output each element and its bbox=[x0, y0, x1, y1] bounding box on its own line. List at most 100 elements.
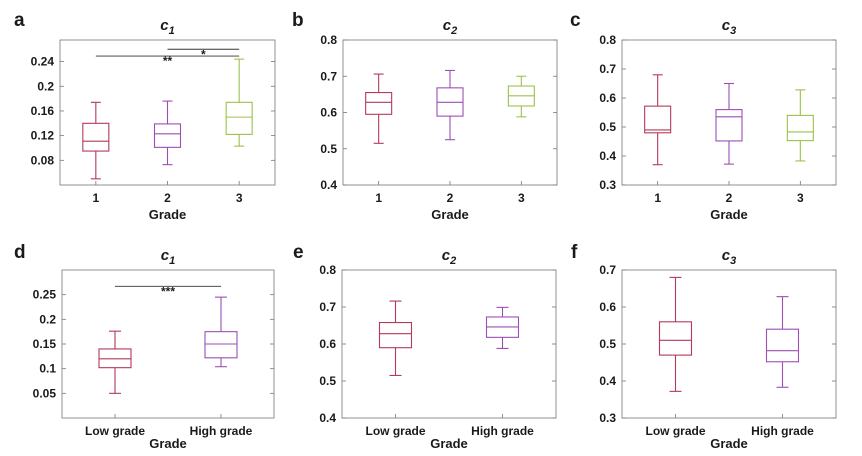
box-3 bbox=[786, 89, 814, 162]
panel-e: e c2 0.4 0.5 0.6 0.7 0.8 Low grade High gradeGra… bbox=[293, 242, 557, 451]
x-tick-label: 2 bbox=[726, 191, 733, 205]
panel-letter: b bbox=[292, 10, 304, 31]
x-axis-label: Grade bbox=[149, 436, 187, 451]
title-main: c bbox=[722, 17, 731, 34]
x-tick-label: 3 bbox=[518, 191, 525, 205]
y-tick-label: 0.5 bbox=[319, 374, 336, 388]
title-main: c bbox=[160, 17, 169, 34]
box-3 bbox=[225, 58, 253, 147]
panel-d: d c1 0.05 0.1 0.15 0.2 0.25 Low grade High grade… bbox=[14, 242, 275, 451]
x-tick-label: High grade bbox=[471, 424, 534, 438]
title-subscript: 3 bbox=[730, 255, 736, 267]
x-axis-label: Grade bbox=[710, 436, 748, 451]
box-iqr bbox=[204, 331, 238, 359]
x-tick-label: 2 bbox=[164, 191, 171, 205]
box-iqr bbox=[225, 101, 253, 135]
title-subscript: 2 bbox=[450, 25, 457, 37]
box-high-grade bbox=[485, 306, 520, 349]
y-tick-label: 0.2 bbox=[37, 79, 54, 93]
box-1 bbox=[644, 74, 672, 166]
x-axis-label: Grade bbox=[430, 436, 468, 451]
y-tick-label: 0.12 bbox=[31, 129, 55, 143]
box-1 bbox=[82, 101, 110, 180]
box-iqr bbox=[644, 105, 672, 134]
panel-letter: c bbox=[570, 10, 581, 31]
box-3 bbox=[507, 75, 535, 118]
box-low-grade bbox=[98, 330, 132, 394]
x-tick-label: 3 bbox=[236, 191, 243, 205]
panel-f: f c3 0.3 0.4 0.5 0.6 0.7 Low grade High gradeGra… bbox=[571, 242, 837, 451]
box-2 bbox=[153, 100, 182, 166]
chart-title: c1 bbox=[161, 247, 175, 267]
y-tick-label: 0.7 bbox=[599, 263, 616, 277]
significance-marker: * bbox=[201, 47, 206, 61]
x-axis-label: Grade bbox=[149, 207, 187, 222]
panel-letter: a bbox=[14, 10, 25, 31]
x-tick-label: 1 bbox=[92, 191, 99, 205]
y-tick-label: 0.8 bbox=[320, 33, 337, 47]
y-tick-label: 0.6 bbox=[320, 106, 337, 120]
title-subscript: 1 bbox=[169, 25, 175, 37]
box-iqr bbox=[786, 114, 814, 142]
y-tick-label: 0.3 bbox=[599, 178, 616, 192]
box-low-grade bbox=[658, 276, 693, 392]
box-iqr bbox=[378, 321, 413, 349]
x-tick-label: High grade bbox=[190, 424, 253, 438]
y-tick-label: 0.6 bbox=[599, 300, 616, 314]
title-subscript: 1 bbox=[169, 255, 175, 267]
title-main: c bbox=[161, 247, 170, 264]
axes-box bbox=[621, 269, 837, 419]
chart-title: c1 bbox=[160, 17, 174, 37]
y-tick-label: 0.24 bbox=[31, 55, 55, 69]
y-tick-label: 0.1 bbox=[39, 362, 56, 376]
x-tick-label: 1 bbox=[654, 191, 661, 205]
y-tick-label: 0.05 bbox=[33, 386, 57, 400]
y-tick-label: 0.08 bbox=[31, 153, 55, 167]
y-tick-label: 0.25 bbox=[33, 288, 57, 302]
y-tick-label: 0.8 bbox=[599, 33, 616, 47]
y-tick-label: 0.8 bbox=[319, 263, 336, 277]
panel-letter: d bbox=[14, 242, 26, 263]
y-tick-label: 0.7 bbox=[320, 69, 337, 83]
x-tick-label: 3 bbox=[797, 191, 804, 205]
x-tick-label: 1 bbox=[375, 191, 382, 205]
axes-box bbox=[341, 269, 557, 419]
x-tick-label: Low grade bbox=[365, 424, 425, 438]
y-tick-label: 0.7 bbox=[599, 62, 616, 76]
x-tick-label: Low grade bbox=[645, 424, 705, 438]
title-main: c bbox=[442, 247, 451, 264]
y-tick-label: 0.2 bbox=[39, 312, 56, 326]
chart-title: c3 bbox=[722, 247, 736, 267]
chart-title: c3 bbox=[722, 17, 736, 37]
box-2 bbox=[436, 69, 464, 141]
y-tick-label: 0.15 bbox=[33, 337, 57, 351]
y-tick-label: 0.4 bbox=[319, 411, 336, 425]
chart-title: c2 bbox=[443, 17, 457, 37]
panel-letter: f bbox=[571, 242, 578, 263]
box-iqr bbox=[765, 328, 800, 363]
significance-marker: ** bbox=[163, 54, 173, 68]
box-low-grade bbox=[378, 300, 413, 377]
box-iqr bbox=[658, 321, 693, 356]
y-tick-label: 0.5 bbox=[599, 120, 616, 134]
axes-box bbox=[342, 39, 558, 186]
box-iqr bbox=[153, 123, 182, 148]
y-tick-label: 0.3 bbox=[599, 411, 616, 425]
box-high-grade bbox=[765, 296, 800, 388]
box-iqr bbox=[82, 122, 110, 152]
y-tick-label: 0.16 bbox=[31, 104, 55, 118]
box-iqr bbox=[365, 92, 393, 115]
panel-letter: e bbox=[293, 242, 304, 263]
y-tick-label: 0.5 bbox=[599, 337, 616, 351]
y-tick-label: 0.4 bbox=[599, 374, 616, 388]
title-subscript: 3 bbox=[730, 25, 736, 37]
box-2 bbox=[715, 82, 743, 165]
x-tick-label: Low grade bbox=[85, 424, 145, 438]
significance-marker: *** bbox=[161, 284, 175, 298]
x-axis-label: Grade bbox=[431, 207, 469, 222]
y-tick-label: 0.7 bbox=[319, 300, 336, 314]
